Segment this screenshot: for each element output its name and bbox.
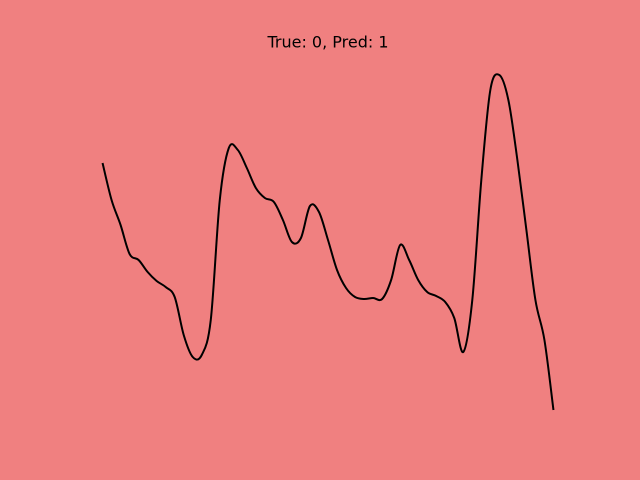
chart-title: True: 0, Pred: 1 (266, 33, 388, 52)
line (101, 73, 555, 411)
